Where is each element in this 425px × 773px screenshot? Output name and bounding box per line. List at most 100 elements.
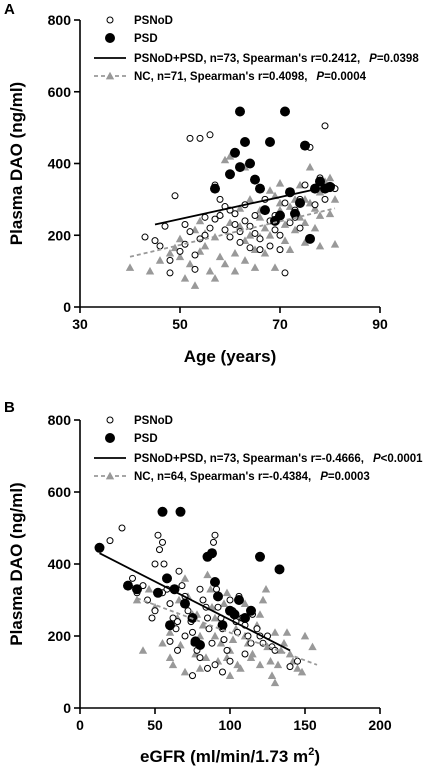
data-point-psnod <box>256 246 264 254</box>
data-point-psd <box>240 613 250 623</box>
x-tick-label: 0 <box>76 717 84 733</box>
data-point-psnod <box>166 256 174 264</box>
data-point-nc <box>255 610 265 618</box>
data-point-nc <box>165 628 175 636</box>
data-point-nc <box>275 179 285 187</box>
data-point-psnod <box>251 212 259 220</box>
data-point-psd <box>290 208 300 219</box>
legend-label: PSNoD+PSD, n=73, Spearman's r=0.2412, P=0… <box>134 53 419 65</box>
data-point-nc <box>270 628 280 636</box>
data-point-nc <box>260 223 270 232</box>
data-point-nc <box>220 155 230 164</box>
data-point-psnod <box>151 237 159 245</box>
y-tick-label: 200 <box>48 628 72 644</box>
data-point-psd <box>235 106 245 117</box>
data-point-psd <box>295 197 305 208</box>
legend-entry: NC, n=71, Spearman's r=0.4098, P=0.0004 <box>94 71 367 83</box>
data-point-nc <box>180 574 190 582</box>
data-point-psd <box>210 577 220 587</box>
data-point-psnod <box>156 546 163 554</box>
data-point-psnod <box>201 213 209 221</box>
data-point-psnod <box>251 229 259 237</box>
y-tick-label: 800 <box>48 412 72 428</box>
trendline-psnod-psd <box>154 184 336 226</box>
x-tick-label: 50 <box>147 717 163 733</box>
data-point-psd <box>123 580 133 591</box>
data-point-psnod <box>189 628 196 636</box>
data-point-psnod <box>236 238 244 246</box>
data-point-psnod <box>271 226 279 234</box>
data-point-psnod <box>216 195 224 203</box>
data-point-psnod <box>176 247 184 255</box>
data-point-nc <box>325 173 335 182</box>
data-point-psnod <box>166 637 174 645</box>
data-point-nc <box>155 256 165 264</box>
data-point-psnod <box>221 226 229 234</box>
data-point-psd <box>169 584 180 595</box>
data-point-nc <box>245 195 255 203</box>
legend: PSNoD PSD PSNoD+PSD, n=73, Spearman's r=0.… <box>94 15 419 83</box>
x-tick-label: 50 <box>172 316 188 332</box>
y-tick-label: 600 <box>48 84 72 100</box>
data-point-psd <box>225 169 235 180</box>
y-tick-label: 0 <box>63 299 71 315</box>
data-point-nc <box>210 613 220 622</box>
legend-label: PSD <box>134 33 158 45</box>
data-point-nc <box>279 639 289 647</box>
data-point-nc <box>310 223 320 232</box>
data-point-nc <box>265 231 275 239</box>
data-point-nc <box>248 649 257 658</box>
data-point-psnod <box>213 585 220 593</box>
legend-entry: PSD <box>105 433 158 445</box>
data-point-psnod <box>294 657 301 665</box>
data-point-nc <box>175 234 185 243</box>
data-point-psnod <box>191 251 199 259</box>
legend-label: PSD <box>134 433 158 445</box>
data-point-psnod <box>210 538 217 546</box>
data-point-nc <box>205 266 215 275</box>
x-tick-label: 150 <box>293 717 317 733</box>
data-point-nc <box>270 678 280 687</box>
y-tick-label: 0 <box>63 700 71 716</box>
data-point-nc <box>285 202 295 210</box>
trendline-psnod-psd <box>99 552 291 652</box>
y-axis-label: Plasma DAO (ng/ml) <box>7 82 26 245</box>
data-point-psnod <box>166 600 174 608</box>
data-point-nc <box>266 657 275 665</box>
data-point-psnod <box>174 618 181 626</box>
data-point-nc <box>308 642 317 651</box>
legend-marker-filled-circle <box>105 433 115 443</box>
data-point-psd <box>235 162 245 173</box>
legend-label: PSNoD <box>134 415 173 427</box>
legend-label: PSNoD <box>134 15 173 27</box>
data-point-psnod <box>276 231 284 239</box>
legend-marker-open-circle <box>106 416 114 424</box>
data-point-nc <box>144 585 154 593</box>
data-point-nc <box>180 274 190 282</box>
data-point-nc <box>236 664 245 672</box>
data-point-psnod <box>175 567 183 575</box>
data-point-psd <box>240 136 250 147</box>
data-point-nc <box>235 204 245 212</box>
data-point-psnod <box>156 242 164 250</box>
data-point-psnod <box>226 596 234 604</box>
data-point-nc <box>165 248 175 257</box>
data-point-psnod <box>151 560 159 568</box>
data-point-psnod <box>211 531 219 539</box>
data-point-psnod <box>148 614 156 622</box>
data-point-nc <box>158 639 167 647</box>
data-point-psd <box>255 551 265 562</box>
data-point-psd <box>275 210 285 221</box>
data-point-psnod <box>231 210 239 218</box>
data-point-psd <box>132 584 142 595</box>
data-point-nc <box>325 209 335 218</box>
y-tick-label: 200 <box>48 227 72 243</box>
panel-label: B <box>4 399 15 416</box>
data-point-psnod <box>118 524 126 532</box>
data-point-psnod <box>186 134 194 142</box>
panel-a: A 0 200 400 600 800 30 50 70 90 Plasma DAO (ng/ml)… <box>4 1 419 366</box>
data-point-psnod <box>211 661 219 669</box>
data-point-nc <box>165 653 175 661</box>
data-point-nc <box>315 241 325 250</box>
